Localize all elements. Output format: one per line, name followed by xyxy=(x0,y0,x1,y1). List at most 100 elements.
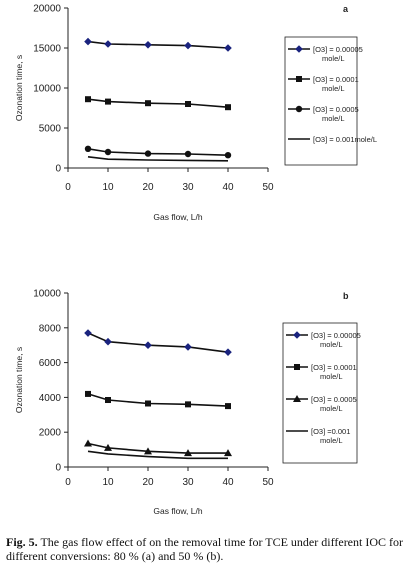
data-point-b-1-4 xyxy=(225,403,231,410)
data-point-a-1-1 xyxy=(105,98,111,105)
legend-label-line2-a-0: mole/L xyxy=(322,54,345,63)
x-tick-label-b-5: 50 xyxy=(262,477,274,488)
data-point-a-1-2 xyxy=(145,100,151,107)
legend-label-line1-b-1: [O3] = 0.0001 xyxy=(311,363,357,372)
chart-b: 0 2000 4000 6000 8000 10000 0 10 20 30 40 50 Gas flo… xyxy=(14,289,361,517)
data-point-a-2-3 xyxy=(184,150,192,158)
legend-marker-a-0 xyxy=(295,45,303,53)
legend-label-line1-b-2: [O3] = 0.0005 xyxy=(311,395,357,404)
panel-label-b: b xyxy=(343,291,349,301)
series-line-b-3 xyxy=(87,450,228,460)
legend-label-line2-a-2: mole/L xyxy=(322,114,345,123)
series-a-2 xyxy=(84,145,232,159)
data-point-b-2-0 xyxy=(84,439,92,447)
series-b-2 xyxy=(84,439,232,457)
legend-label-b-1: [O3] = 0.0001 mole/L xyxy=(311,363,357,381)
legend-label-line2-b-1: mole/L xyxy=(320,372,343,381)
legend-a: [O3] = 0.00005 mole/L[O3] = 0.0001 mole/L[… xyxy=(284,36,377,166)
legend-label-line1-a-0: [O3] = 0.00005 xyxy=(313,45,363,54)
data-point-b-1-2 xyxy=(145,400,151,407)
figure-caption: Fig. 5. The gas flow effect of on the re… xyxy=(6,535,411,563)
data-point-a-2-1 xyxy=(104,148,112,156)
legend-b: [O3] = 0.00005 mole/L[O3] = 0.0001 mole/L[… xyxy=(282,322,361,464)
legend-label-line2-b-0: mole/L xyxy=(320,340,343,349)
data-point-a-0-3 xyxy=(184,41,192,50)
y-tick-label-a-1: 5000 xyxy=(39,124,62,135)
legend-label-a-3: [O3] = 0.001mole/L xyxy=(313,135,377,144)
x-axis-label-a: Gas flow, L/h xyxy=(153,212,202,222)
x-tick-label-b-2: 20 xyxy=(142,477,154,488)
y-tick-label-b-2: 4000 xyxy=(39,393,62,404)
x-tick-label-a-1: 10 xyxy=(102,182,114,193)
x-axis-label-b: Gas flow, L/h xyxy=(153,506,202,516)
data-point-a-2-0 xyxy=(84,145,92,152)
legend-label-line1-b-3: [O3] =0.001 xyxy=(311,427,350,436)
caption-lead: Fig. 5. xyxy=(6,535,38,549)
data-point-b-2-3 xyxy=(184,449,192,457)
legend-label-a-0: [O3] = 0.00005 mole/L xyxy=(313,45,363,63)
y-tick-label-b-3: 6000 xyxy=(39,358,62,369)
legend-box-a xyxy=(284,36,358,166)
y-tick-label-a-3: 15000 xyxy=(33,44,61,55)
legend-marker-a-1 xyxy=(296,76,302,82)
data-point-b-1-0 xyxy=(85,390,91,397)
data-point-b-2-4 xyxy=(224,449,232,457)
y-tick-label-a-0: 0 xyxy=(55,164,61,175)
x-tick-label-b-0: 0 xyxy=(65,477,71,488)
data-point-a-0-0 xyxy=(84,37,92,46)
legend-label-a-1: [O3] = 0.0001 mole/L xyxy=(313,75,359,93)
y-tick-label-a-2: 10000 xyxy=(33,84,61,95)
data-point-b-0-0 xyxy=(84,329,92,337)
data-point-a-0-2 xyxy=(144,41,152,49)
data-point-b-0-4 xyxy=(224,348,232,356)
series-a-1 xyxy=(85,96,231,111)
panel-label-a: a xyxy=(343,4,349,14)
data-point-b-0-3 xyxy=(184,343,192,351)
legend-marker-b-0 xyxy=(293,331,301,339)
legend-label-b-2: [O3] = 0.0005 mole/L xyxy=(311,395,357,413)
legend-label-line2-b-2: mole/L xyxy=(320,404,343,413)
caption-text: The gas flow effect of on the removal ti… xyxy=(6,535,404,563)
series-b-0 xyxy=(84,329,232,356)
data-point-a-1-0 xyxy=(85,96,91,103)
y-tick-label-b-4: 8000 xyxy=(39,323,62,334)
legend-label-line2-a-1: mole/L xyxy=(322,84,345,93)
legend-label-line2-b-3: mole/L xyxy=(320,436,343,445)
data-point-a-0-4 xyxy=(224,44,232,52)
legend-marker-b-2 xyxy=(293,395,301,402)
data-point-b-1-3 xyxy=(185,401,191,408)
legend-label-b-0: [O3] = 0.00005 mole/L xyxy=(311,331,361,349)
series-a-3 xyxy=(87,156,229,162)
y-axis-label-a: Ozonation time, s xyxy=(14,55,24,121)
data-point-a-0-1 xyxy=(104,40,112,48)
series-b-3 xyxy=(87,450,228,460)
data-point-b-1-1 xyxy=(105,397,111,404)
y-tick-label-b-1: 2000 xyxy=(39,428,62,439)
data-point-a-2-2 xyxy=(144,150,152,157)
x-tick-label-a-4: 40 xyxy=(222,182,234,193)
x-tick-label-a-0: 0 xyxy=(65,182,71,193)
legend-label-b-3: [O3] =0.001 mole/L xyxy=(311,427,350,445)
y-axis-label-b: Ozonation time, s xyxy=(14,347,24,413)
data-point-a-2-4 xyxy=(224,152,232,159)
data-point-b-0-1 xyxy=(104,337,112,346)
data-point-b-2-1 xyxy=(104,443,112,451)
series-line-a-3 xyxy=(87,156,229,162)
legend-label-line1-b-0: [O3] = 0.00005 xyxy=(311,331,361,340)
legend-box-b xyxy=(282,322,358,464)
x-tick-label-a-3: 30 xyxy=(182,182,194,193)
x-tick-label-b-1: 10 xyxy=(102,477,114,488)
legend-marker-a-2 xyxy=(295,105,303,113)
legend-label-a-2: [O3] = 0.0005 mole/L xyxy=(313,105,359,123)
y-tick-label-a-4: 20000 xyxy=(33,4,61,15)
x-tick-label-a-2: 20 xyxy=(142,182,154,193)
series-b-1 xyxy=(85,390,231,410)
chart-a: 0 5000 10000 15000 20000 0 10 20 30 40 50 Gas flow,… xyxy=(14,4,377,223)
y-tick-label-b-5: 10000 xyxy=(33,289,61,300)
x-tick-label-b-4: 40 xyxy=(222,477,234,488)
data-point-a-1-4 xyxy=(225,104,231,111)
legend-marker-b-1 xyxy=(294,364,300,370)
series-a-0 xyxy=(84,37,232,52)
y-tick-label-b-0: 0 xyxy=(55,463,61,474)
legend-label-line1-a-2: [O3] = 0.0005 xyxy=(313,105,359,114)
